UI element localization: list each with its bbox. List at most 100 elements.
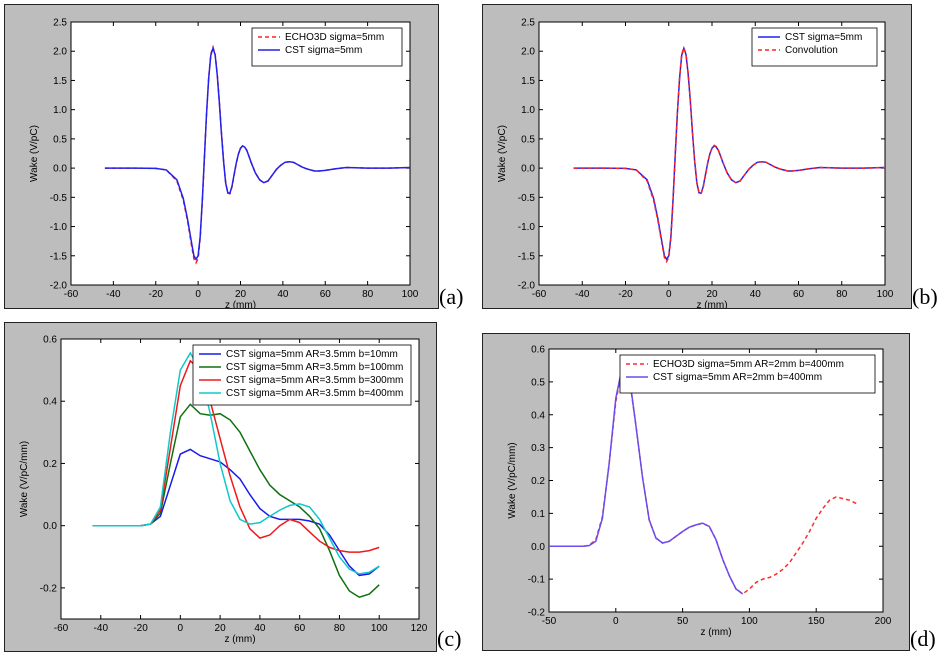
y-tick-label: -2.0 [50, 281, 68, 292]
y-tick-label: 0.6 [43, 335, 57, 346]
y-tick-label: 1.0 [53, 105, 67, 116]
x-tick-label: -20 [618, 289, 633, 300]
y-tick-label: 0.0 [53, 164, 67, 175]
x-tick-label: 0 [613, 616, 619, 627]
legend-label: CST sigma=5mm [285, 45, 362, 56]
legend-label: CST sigma=5mm AR=2mm b=400mm [653, 372, 822, 383]
x-axis-label: z (mm) [696, 300, 727, 308]
legend-box [251, 27, 403, 67]
x-tick-label: 100 [877, 289, 894, 300]
legend-box [619, 354, 876, 394]
y-tick-label: 0.4 [43, 397, 57, 408]
series-line [549, 365, 857, 595]
x-tick-label: 120 [411, 623, 428, 634]
series-line [92, 351, 380, 575]
y-tick-label: -0.1 [528, 575, 546, 586]
y-tick-label: -1.0 [50, 222, 68, 233]
legend-label: CST sigma=5mm AR=3.5mm b=300mm [226, 375, 403, 386]
legend-label: CST sigma=5mm AR=3.5mm b=10mm [226, 349, 398, 360]
y-tick-label: -0.2 [528, 608, 546, 619]
x-tick-label: 60 [320, 289, 332, 300]
y-tick-label: 0.2 [43, 459, 57, 470]
x-tick-label: 200 [875, 616, 892, 627]
x-tick-label: -60 [64, 289, 79, 300]
x-tick-label: -20 [133, 623, 148, 634]
legend-label: ECHO3D sigma=5mm [285, 32, 384, 43]
legend-box [751, 27, 878, 67]
y-tick-label: 0.2 [531, 476, 545, 487]
x-tick-label: 0 [666, 289, 672, 300]
y-tick-label: 0.5 [531, 377, 545, 388]
x-tick-label: -40 [106, 289, 121, 300]
x-tick-label: 20 [706, 289, 718, 300]
y-tick-label: 2.5 [521, 18, 535, 29]
chart-panel-c: -60 -40 -20 0 20 40 60 80 100 120 -0.2 0.0 0.2 0.4 0.6… [4, 322, 437, 652]
y-tick-label: 2.0 [521, 47, 535, 58]
y-tick-label: 0.0 [521, 164, 535, 175]
x-axis-label: z (mm) [224, 634, 255, 645]
y-tick-label: 0.3 [531, 443, 545, 454]
chart-c-svg: -60 -40 -20 0 20 40 60 80 100 120 -0.2 0.0 0.2 0.4 0.6… [19, 335, 428, 646]
x-tick-label: 100 [402, 289, 419, 300]
y-tick-label: 0.5 [521, 134, 535, 145]
x-axis-label: z (mm) [700, 627, 731, 638]
y-tick-label: 2.0 [53, 47, 67, 58]
chart-d-svg: -50 0 50 100 150 200 -0.2 -0.1 0.0 0.1 0.2 0.3 0.4 0.… [507, 345, 892, 639]
chart-a-svg: -60 -40 -20 0 20 40 60 80 100 -2.0 -1.5 -1.0 -0.5 0.0… [29, 18, 419, 309]
chart-b-svg: -60 -40 -20 0 20 40 60 80 100 -2.0 -1.5 -1.0 -0.5 0.0… [497, 18, 894, 309]
y-tick-label: -1.5 [50, 251, 68, 262]
x-tick-label: 80 [836, 289, 848, 300]
series-line [104, 45, 410, 261]
x-tick-label: 40 [277, 289, 289, 300]
legend-label: Convolution [785, 45, 838, 56]
legend-label: ECHO3D sigma=5mm AR=2mm b=400mm [653, 359, 844, 370]
series-line [92, 359, 380, 553]
panel-label-c: (c) [437, 626, 462, 651]
x-tick-label: 80 [334, 623, 346, 634]
x-tick-label: 20 [235, 289, 247, 300]
y-tick-label: 0.5 [53, 134, 67, 145]
x-tick-label: 20 [215, 623, 227, 634]
x-tick-label: -60 [532, 289, 547, 300]
x-tick-label: 40 [750, 289, 762, 300]
x-tick-label: 0 [195, 289, 201, 300]
y-tick-label: -2.0 [518, 281, 536, 292]
y-tick-label: -0.2 [40, 583, 58, 594]
x-tick-label: 60 [793, 289, 805, 300]
y-axis-label: Wake (V/pC) [29, 125, 40, 182]
x-tick-label: 0 [178, 623, 184, 634]
y-tick-label: 1.5 [521, 76, 535, 87]
y-tick-label: 0.1 [531, 509, 545, 520]
chart-panel-b: -60 -40 -20 0 20 40 60 80 100 -2.0 -1.5 -1.0 -0.5 0.0… [482, 4, 912, 309]
x-axis-label: z (mm) [225, 300, 256, 308]
series-line [573, 45, 885, 264]
y-tick-label: 1.5 [53, 76, 67, 87]
legend-box [192, 344, 412, 406]
y-tick-label: 1.0 [521, 105, 535, 116]
y-tick-label: -0.5 [518, 193, 536, 204]
panel-label-b: (b) [912, 284, 938, 309]
y-tick-label: -1.0 [518, 222, 536, 233]
x-tick-label: -60 [54, 623, 69, 634]
x-tick-label: -50 [542, 616, 557, 627]
panel-label-d: (d) [910, 626, 936, 651]
y-tick-label: -1.5 [518, 251, 536, 262]
x-tick-label: -40 [575, 289, 590, 300]
x-tick-label: 60 [294, 623, 306, 634]
series-line [549, 363, 744, 595]
legend-label: CST sigma=5mm AR=3.5mm b=400mm [226, 388, 403, 399]
panel-label-a: (a) [439, 284, 464, 309]
x-tick-label: 100 [371, 623, 388, 634]
legend-label: CST sigma=5mm [785, 32, 862, 43]
series-line [92, 403, 380, 599]
y-tick-label: 0.6 [531, 345, 545, 356]
series-line [92, 448, 380, 577]
y-tick-label: 0.0 [43, 521, 57, 532]
y-tick-label: 2.5 [53, 18, 67, 29]
y-tick-label: -0.5 [50, 193, 68, 204]
y-tick-label: 0.4 [531, 410, 545, 421]
chart-panel-d: -50 0 50 100 150 200 -0.2 -0.1 0.0 0.1 0.2 0.3 0.4 0.… [482, 333, 910, 651]
y-tick-label: 0.0 [531, 542, 545, 553]
x-tick-label: -40 [94, 623, 109, 634]
x-tick-label: 100 [741, 616, 758, 627]
